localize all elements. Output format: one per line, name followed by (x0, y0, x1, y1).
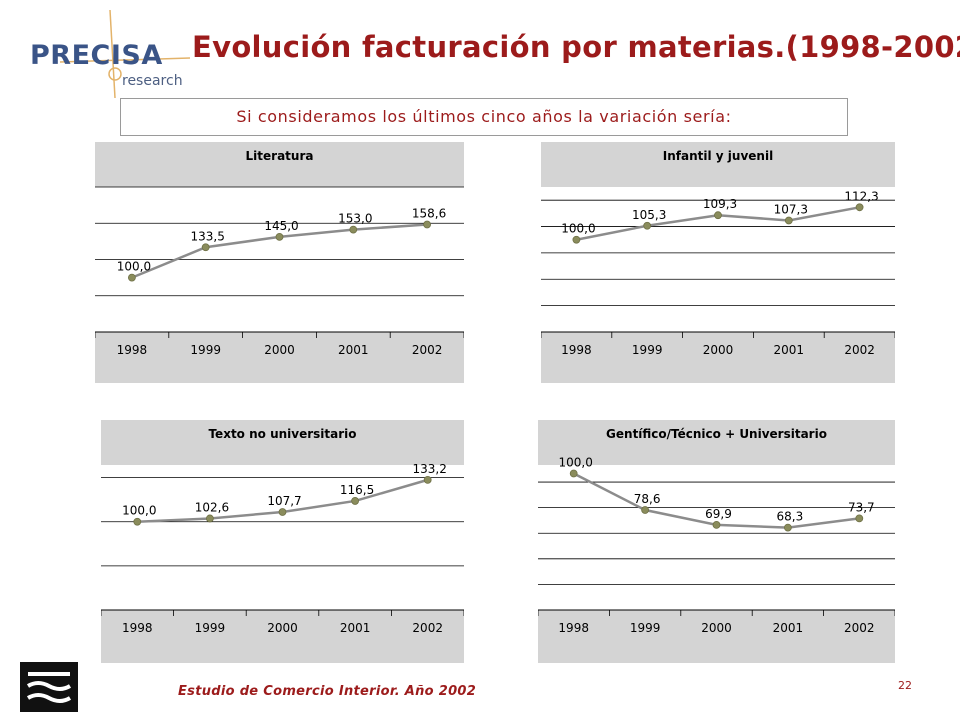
chart-title: Literatura (246, 149, 314, 163)
x-tick-label: 1999 (195, 621, 226, 635)
x-tick-label: 1999 (632, 343, 663, 357)
data-label: 133,5 (191, 229, 225, 243)
data-label: 78,6 (634, 492, 661, 506)
data-point (206, 514, 214, 523)
line-chart-svg: Texto no universitario 1998 1999 2000 2001 20… (101, 427, 464, 635)
logo-wordmark: PRECISA (30, 40, 163, 71)
data-point (784, 216, 793, 225)
x-tick-label: 1998 (122, 621, 153, 635)
x-tick-label: 1999 (190, 343, 221, 357)
data-label: 100,0 (561, 222, 595, 236)
institution-logo-icon (20, 662, 78, 712)
footer-source: Estudio de Comercio Interior. Año 2002 (178, 684, 477, 699)
data-label: 102,6 (195, 500, 229, 514)
chart-cientifico-universitario: Gentífico/Técnico + Universitario 1998 199… (538, 420, 895, 663)
data-label: 107,7 (267, 494, 301, 508)
x-tick-label: 2001 (340, 621, 371, 635)
data-label: 69,9 (705, 507, 732, 521)
data-point (643, 221, 652, 230)
data-label: 100,0 (122, 504, 156, 518)
x-tick-label: 2002 (844, 343, 875, 357)
data-point (128, 273, 136, 282)
data-label: 158,6 (412, 207, 446, 221)
plot-area (538, 465, 895, 610)
data-point (349, 225, 358, 234)
x-tick-label: 2001 (338, 343, 369, 357)
data-label: 73,7 (848, 500, 875, 514)
data-point (712, 520, 721, 529)
data-label: 109,3 (703, 197, 737, 211)
data-label: 100,0 (559, 456, 593, 470)
x-tick-label: 1998 (561, 343, 592, 357)
data-point (423, 475, 432, 484)
x-tick-label: 1998 (117, 343, 148, 357)
data-point (569, 469, 578, 478)
data-label: 153,0 (338, 212, 372, 226)
data-label: 100,0 (117, 260, 151, 274)
data-point (278, 508, 287, 516)
x-tick-label: 2001 (774, 343, 805, 357)
chart-title: Infantil y juvenil (663, 149, 773, 163)
data-point (572, 235, 581, 244)
data-point (855, 203, 864, 212)
data-point (714, 211, 722, 220)
data-point (351, 497, 360, 505)
chart-title: Gentífico/Técnico + Universitario (606, 427, 827, 441)
data-label: 133,2 (413, 462, 447, 476)
data-point (133, 517, 142, 526)
x-tick-label: 2000 (703, 343, 734, 357)
x-tick-label: 2002 (412, 621, 443, 635)
chart-title: Texto no universitario (208, 427, 356, 441)
data-point (423, 220, 432, 229)
logo-subtext: research (122, 73, 183, 89)
data-label: 116,5 (340, 483, 374, 497)
data-point (855, 514, 864, 523)
data-label: 68,3 (777, 510, 804, 524)
x-tick-label: 1998 (558, 621, 589, 635)
data-label: 145,0 (264, 219, 298, 233)
x-tick-label: 2000 (267, 621, 298, 635)
x-tick-label: 2000 (701, 621, 732, 635)
x-tick-label: 2002 (844, 621, 875, 635)
x-tick-label: 1999 (630, 621, 661, 635)
data-point (201, 243, 210, 252)
logo-star-icon (59, 9, 191, 99)
x-tick-label: 2001 (773, 621, 804, 635)
chart-literatura: Literatura 1998 1999 2000 2001 2002 100,0 133,5… (95, 142, 464, 383)
data-label: 105,3 (632, 208, 666, 222)
subtitle-box: Si consideramos los últimos cinco años l… (120, 98, 848, 136)
data-label: 107,3 (774, 202, 808, 216)
plot-area (101, 465, 464, 610)
data-point (783, 523, 792, 532)
data-point (275, 232, 284, 241)
precisa-logo: PRECISA research (0, 0, 191, 100)
x-tick-label: 2000 (264, 343, 295, 357)
page-title: Evolución facturación por materias.(1998… (192, 30, 960, 64)
chart-infantil-juvenil: Infantil y juvenil 1998 1999 2000 2001 2002 10… (541, 142, 895, 383)
line-chart-svg: Gentífico/Técnico + Universitario 1998 199… (538, 427, 895, 635)
data-point (641, 506, 649, 514)
chart-texto-no-universitario: Texto no universitario 1998 1999 2000 2001 20… (101, 420, 464, 663)
data-label: 112,3 (844, 189, 878, 203)
x-tick-label: 2002 (412, 343, 443, 357)
line-chart-svg: Infantil y juvenil 1998 1999 2000 2001 2002 10… (541, 149, 895, 357)
page-number: 22 (898, 679, 912, 692)
line-chart-svg: Literatura 1998 1999 2000 2001 2002 100,0 133,5… (95, 149, 464, 357)
